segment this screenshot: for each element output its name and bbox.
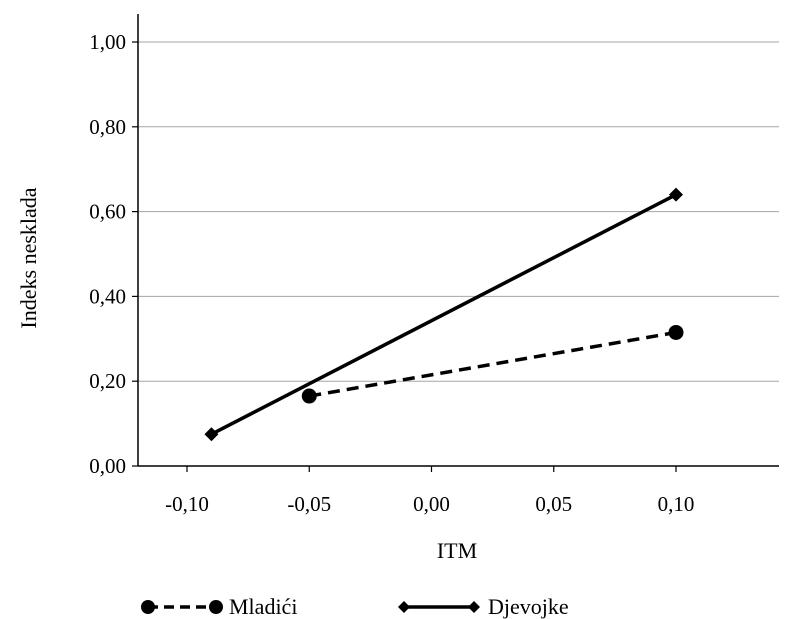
axes <box>137 14 779 467</box>
y-tick-label: 0,00 <box>89 454 126 478</box>
legend: Mladići Djevojke <box>141 594 569 619</box>
y-ticks: 0,00 0,20 0,40 0,60 0,80 1,00 <box>89 30 138 478</box>
legend-item-djevojke: Djevojke <box>398 594 569 619</box>
x-ticks: -0,10 -0,05 0,00 0,05 0,10 <box>165 466 694 516</box>
x-tick-label: 0,10 <box>658 492 695 516</box>
data-point-diamond <box>204 427 219 442</box>
series-line-mladici <box>308 330 677 398</box>
legend-marker-circle <box>141 600 155 614</box>
y-tick-label: 1,00 <box>89 30 126 54</box>
x-tick-label: 0,00 <box>413 492 450 516</box>
y-tick-label: 0,80 <box>89 115 126 139</box>
legend-item-mladici: Mladići <box>141 594 297 619</box>
series <box>204 187 684 442</box>
x-axis-title: ITM <box>437 538 477 563</box>
series-line-djevojke <box>210 193 677 436</box>
legend-label-djevojke: Djevojke <box>488 594 569 619</box>
data-point-circle <box>301 388 317 404</box>
legend-marker-circle <box>209 600 223 614</box>
legend-label-mladici: Mladići <box>229 594 297 619</box>
data-point-diamond <box>669 187 683 202</box>
legend-marker-diamond <box>468 601 480 613</box>
y-tick-label: 0,60 <box>89 200 126 224</box>
x-tick-label: -0,05 <box>287 492 331 516</box>
y-axis-title: Indeks nesklada <box>16 187 41 328</box>
y-tick-label: 0,20 <box>89 369 126 393</box>
y-tick-label: 0,40 <box>89 284 126 308</box>
x-tick-label: 0,05 <box>535 492 572 516</box>
grid-lines <box>138 41 779 382</box>
x-tick-label: -0,10 <box>165 492 209 516</box>
legend-marker-diamond <box>398 601 410 613</box>
data-point-circle <box>668 324 684 340</box>
